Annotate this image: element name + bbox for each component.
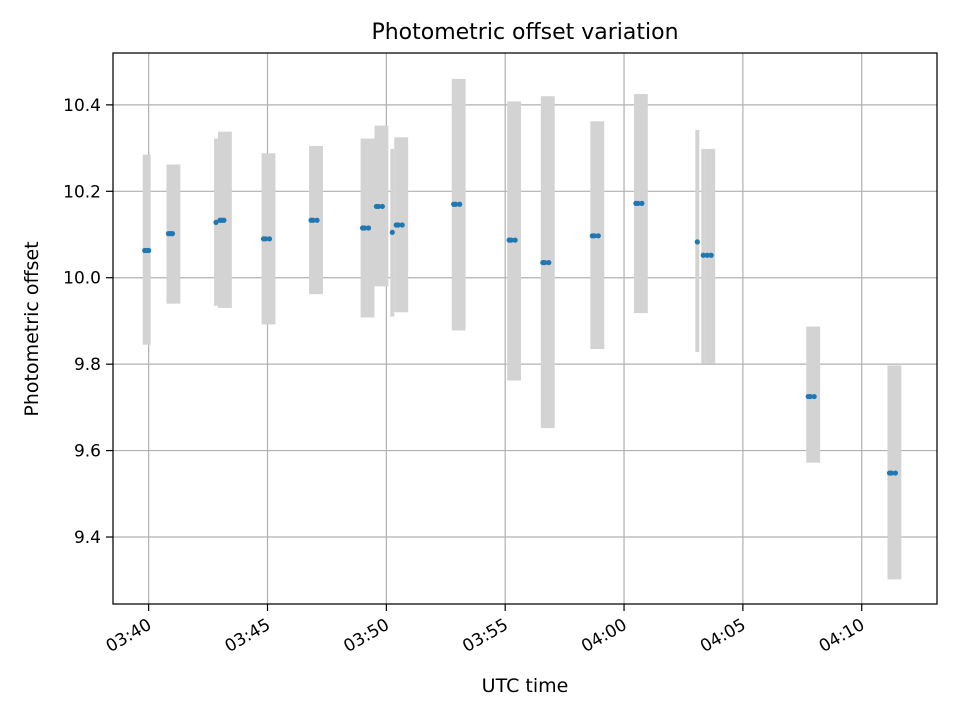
data-point xyxy=(361,225,368,231)
x-axis-ticks: 03:40 03:45 03:50 03:55 04:00 04:05 04:10 xyxy=(103,604,868,657)
y-tick-label: 10.4 xyxy=(63,96,101,116)
plot-frame xyxy=(112,52,938,605)
y-tick-label: 10.2 xyxy=(63,182,101,202)
x-axis-label: UTC time xyxy=(482,675,569,697)
data-point xyxy=(591,233,597,239)
data-point xyxy=(546,259,552,266)
grid-lines xyxy=(113,53,937,604)
data-point xyxy=(262,236,269,242)
data-points xyxy=(142,200,899,476)
x-tick-label: 04:05 xyxy=(697,615,749,657)
x-tick-label: 04:10 xyxy=(816,615,868,657)
y-tick-label: 10.0 xyxy=(63,269,101,289)
data-point xyxy=(221,217,227,223)
data-point xyxy=(639,200,645,206)
error-bands xyxy=(142,78,902,580)
x-tick-label: 03:50 xyxy=(340,615,392,657)
data-point xyxy=(694,239,700,245)
data-point xyxy=(146,247,152,254)
data-point xyxy=(266,236,273,242)
data-point xyxy=(375,203,382,210)
data-point xyxy=(811,393,817,400)
data-point xyxy=(365,225,372,231)
data-point xyxy=(310,217,316,223)
data-point xyxy=(888,470,895,476)
x-tick-label: 03:40 xyxy=(103,615,155,657)
y-axis-label: Photometric offset xyxy=(21,241,43,416)
data-point xyxy=(453,201,459,207)
x-tick-label: 04:00 xyxy=(578,615,630,657)
y-tick-label: 9.6 xyxy=(74,442,101,462)
data-point xyxy=(457,201,463,207)
data-point xyxy=(213,219,219,226)
data-point xyxy=(807,393,813,400)
data-point xyxy=(508,237,514,243)
data-point xyxy=(700,252,706,258)
chart-title: Photometric offset variation xyxy=(371,20,678,45)
data-point xyxy=(314,217,320,223)
y-tick-label: 9.8 xyxy=(74,355,101,375)
x-tick-label: 03:45 xyxy=(222,615,274,657)
data-point xyxy=(395,222,401,228)
data-point xyxy=(708,252,714,258)
data-point xyxy=(399,222,405,228)
data-point xyxy=(542,259,548,266)
x-tick-label: 03:55 xyxy=(459,615,511,657)
data-point xyxy=(512,237,518,243)
y-axis-ticks: 9.4 9.6 9.8 10.0 10.2 10.4 xyxy=(63,96,113,548)
data-point xyxy=(169,231,176,237)
y-tick-label: 9.4 xyxy=(74,528,101,548)
data-point xyxy=(892,470,899,476)
data-point xyxy=(704,252,710,258)
data-point xyxy=(635,200,641,206)
data-point xyxy=(379,203,385,210)
data-point xyxy=(389,229,395,235)
data-point xyxy=(595,233,601,239)
